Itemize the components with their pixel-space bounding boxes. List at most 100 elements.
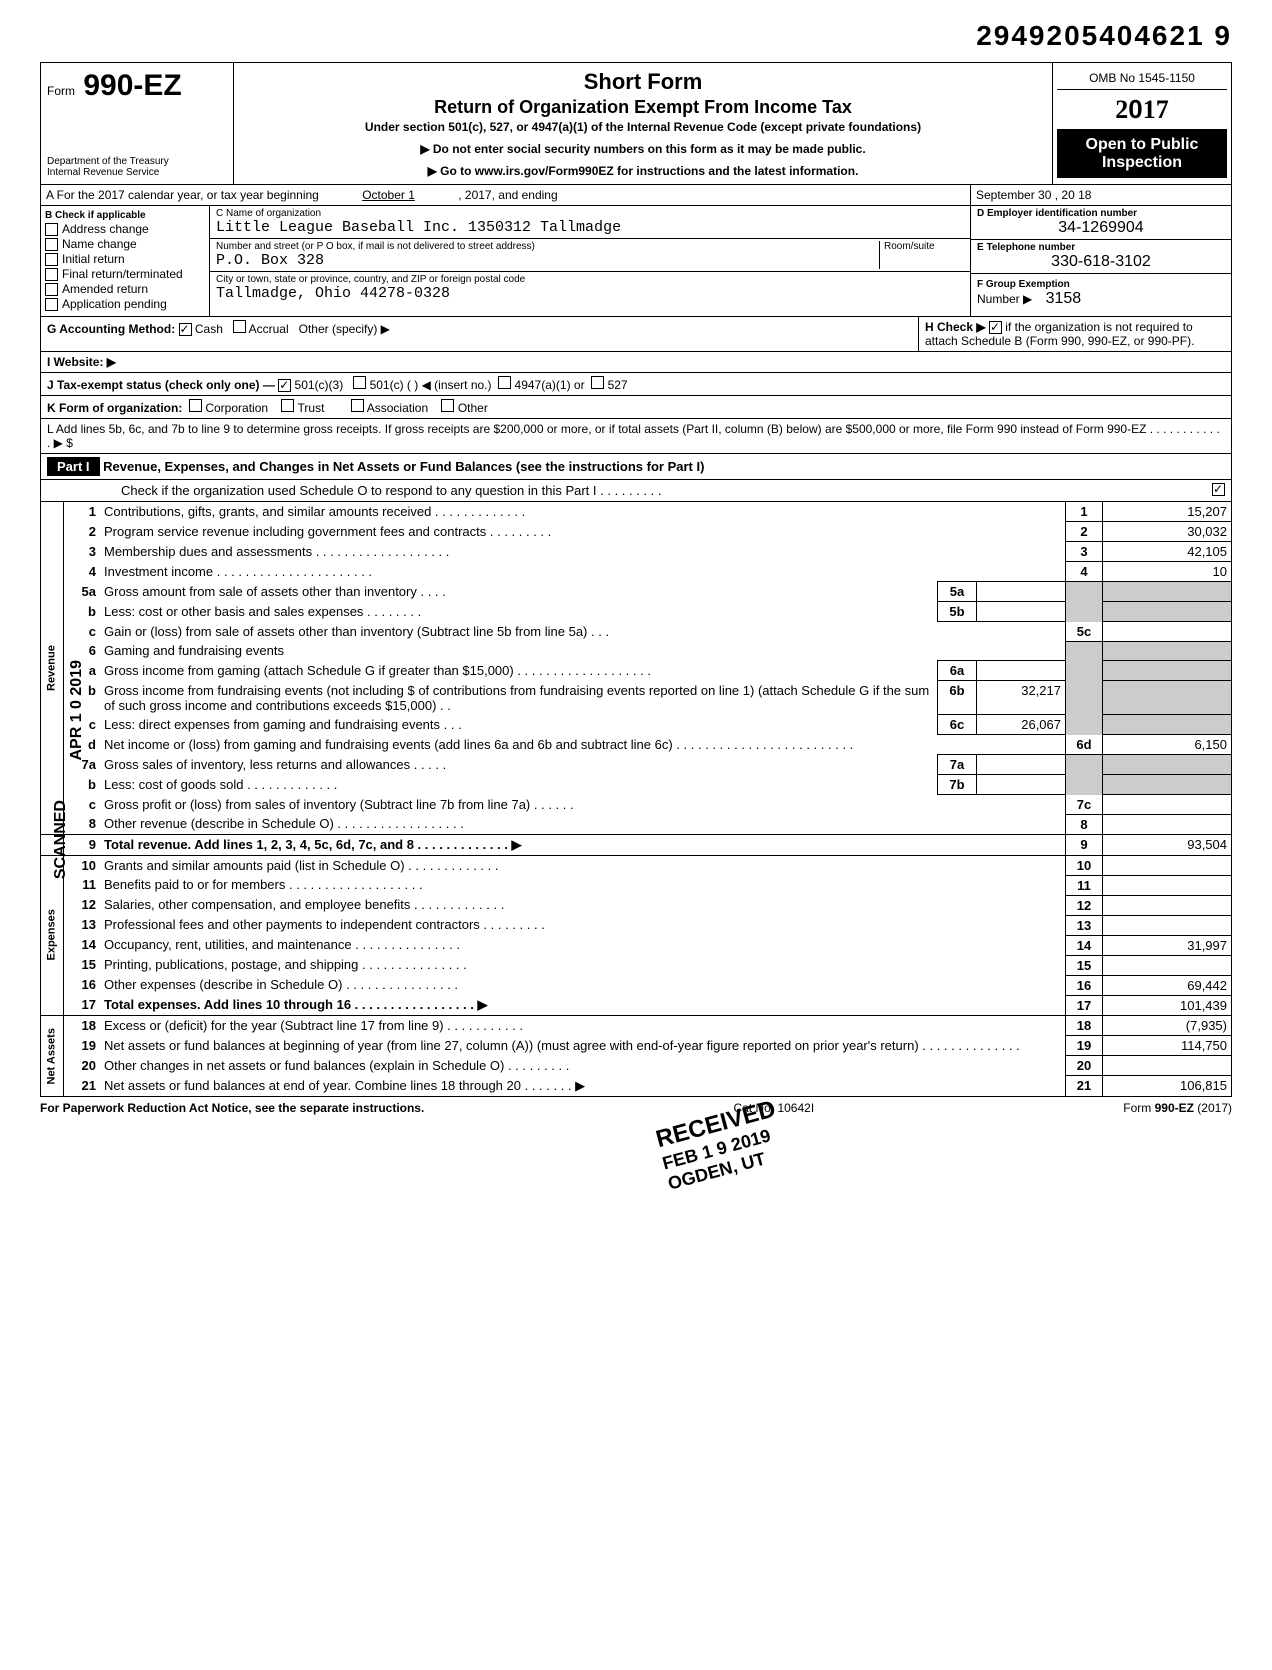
line-6a-grey <box>1066 661 1103 681</box>
line-5a-mnum: 5a <box>938 582 977 602</box>
line-19-val[interactable]: 114,750 <box>1103 1036 1232 1056</box>
chk-accrual[interactable] <box>233 320 246 333</box>
line-14-num: 14 <box>64 935 101 955</box>
line-4-val[interactable]: 10 <box>1103 562 1232 582</box>
tax-year-end[interactable]: September 30 <box>976 188 1051 202</box>
line-6d-val[interactable]: 6,150 <box>1103 735 1232 755</box>
line-11-rnum: 11 <box>1066 875 1103 895</box>
org-address[interactable]: P.O. Box 328 <box>216 252 879 269</box>
line-19-num: 19 <box>64 1036 101 1056</box>
line-13-desc: Professional fees and other payments to … <box>100 915 1066 935</box>
ein-value[interactable]: 34-1269904 <box>977 219 1225 237</box>
line-6b-greyval <box>1103 681 1232 715</box>
line-5a-greyval <box>1103 582 1232 602</box>
line-20-val[interactable] <box>1103 1056 1232 1076</box>
chk-amended[interactable]: Amended return <box>45 282 205 296</box>
line-8-val[interactable] <box>1103 814 1232 834</box>
instructions-link: ▶ Go to www.irs.gov/Form990EZ for instru… <box>244 164 1042 178</box>
chk-name-change[interactable]: Name change <box>45 237 205 251</box>
line-6c-mval[interactable]: 26,067 <box>977 715 1066 735</box>
row-i-website: I Website: ▶ <box>40 352 1232 373</box>
section-b-thru-f: B Check if applicable Address change Nam… <box>40 206 1232 317</box>
line-5b-mval[interactable] <box>977 602 1066 622</box>
part1-title: Revenue, Expenses, and Changes in Net As… <box>103 459 704 474</box>
chk-final-return[interactable]: Final return/terminated <box>45 267 205 281</box>
i-label: I Website: ▶ <box>47 355 116 369</box>
tax-year-begin[interactable]: October 1 <box>322 188 455 202</box>
line-5b-grey <box>1066 602 1103 622</box>
line-6b-mval[interactable]: 32,217 <box>977 681 1066 715</box>
chk-other-org[interactable] <box>441 399 454 412</box>
line-18-val[interactable]: (7,935) <box>1103 1016 1232 1036</box>
line-9-val[interactable]: 93,504 <box>1103 834 1232 855</box>
tax-year-end-yr[interactable]: , 20 18 <box>1055 188 1092 202</box>
line-18-num: 18 <box>64 1016 101 1036</box>
line-14-val[interactable]: 31,997 <box>1103 935 1232 955</box>
form-header: Form 990-EZ Department of the Treasury I… <box>40 62 1232 185</box>
form-number: Form 990-EZ <box>47 69 227 103</box>
chk-schedule-o[interactable] <box>1212 483 1225 496</box>
chk-corp[interactable] <box>189 399 202 412</box>
line-6a-mval[interactable] <box>977 661 1066 681</box>
chk-schedule-b[interactable] <box>989 321 1002 334</box>
line-18-rnum: 18 <box>1066 1016 1103 1036</box>
chk-trust[interactable] <box>281 399 294 412</box>
org-name[interactable]: Little League Baseball Inc. 1350312 Tall… <box>216 219 964 236</box>
e-phone-label: E Telephone number <box>977 242 1225 253</box>
part1-label: Part I <box>47 457 100 476</box>
stamp-ogden: OGDEN, UT <box>666 1143 790 1195</box>
line-21-desc: Net assets or fund balances at end of ye… <box>100 1076 1066 1097</box>
addr-label: Number and street (or P O box, if mail i… <box>216 241 879 252</box>
527-label: 527 <box>608 378 628 392</box>
line-7a-mval[interactable] <box>977 755 1066 775</box>
line-5a-mval[interactable] <box>977 582 1066 602</box>
chk-initial-return[interactable]: Initial return <box>45 252 205 266</box>
footer-mid: Cat No. 10642I <box>733 1101 814 1115</box>
other-label: Other (specify) ▶ <box>299 322 390 336</box>
assoc-label: Association <box>367 401 428 415</box>
line-12-val[interactable] <box>1103 895 1232 915</box>
line-7b-mval[interactable] <box>977 775 1066 795</box>
line-21-val[interactable]: 106,815 <box>1103 1076 1232 1097</box>
line-16-val[interactable]: 69,442 <box>1103 975 1232 995</box>
line-1-val[interactable]: 15,207 <box>1103 502 1232 522</box>
chk-4947[interactable] <box>498 376 511 389</box>
chk-address-change[interactable]: Address change <box>45 222 205 236</box>
line-5c-val[interactable] <box>1103 622 1232 642</box>
line-19-rnum: 19 <box>1066 1036 1103 1056</box>
cash-label: Cash <box>195 322 223 336</box>
chk-501c3[interactable] <box>278 379 291 392</box>
line-17-val[interactable]: 101,439 <box>1103 995 1232 1016</box>
omb-number: OMB No 1545-1150 <box>1057 67 1227 90</box>
line-13-rnum: 13 <box>1066 915 1103 935</box>
line-6a-desc: Gross income from gaming (attach Schedul… <box>100 661 938 681</box>
line-10-val[interactable] <box>1103 855 1232 875</box>
irs-label: Internal Revenue Service <box>47 167 227 178</box>
chk-527[interactable] <box>591 376 604 389</box>
chk-assoc[interactable] <box>351 399 364 412</box>
part1-header-row: Part I Revenue, Expenses, and Changes in… <box>40 454 1232 480</box>
group-exemption[interactable]: 3158 <box>1036 290 1082 307</box>
room-label: Room/suite <box>884 241 964 252</box>
chk-cash[interactable] <box>179 323 192 336</box>
org-city[interactable]: Tallmadge, Ohio 44278-0328 <box>216 285 964 302</box>
phone-value[interactable]: 330-618-3102 <box>977 253 1225 271</box>
line-6b-grey <box>1066 681 1103 715</box>
insert-label: ) ◀ (insert no.) <box>414 378 491 392</box>
line-7c-val[interactable] <box>1103 795 1232 815</box>
row-l: L Add lines 5b, 6c, and 7b to line 9 to … <box>40 419 1232 454</box>
line-11-val[interactable] <box>1103 875 1232 895</box>
line-8-desc: Other revenue (describe in Schedule O) .… <box>100 814 1066 834</box>
chk-501c[interactable] <box>353 376 366 389</box>
line-13-val[interactable] <box>1103 915 1232 935</box>
line-4-num: 4 <box>64 562 101 582</box>
line-3-val[interactable]: 42,105 <box>1103 542 1232 562</box>
line-7a-grey <box>1066 755 1103 775</box>
line-2-val[interactable]: 30,032 <box>1103 522 1232 542</box>
line-13-num: 13 <box>64 915 101 935</box>
chk-application-pending[interactable]: Application pending <box>45 297 205 311</box>
line-16-num: 16 <box>64 975 101 995</box>
line-15-val[interactable] <box>1103 955 1232 975</box>
line-9-desc: Total revenue. Add lines 1, 2, 3, 4, 5c,… <box>104 837 521 852</box>
line-17-num: 17 <box>64 995 101 1016</box>
